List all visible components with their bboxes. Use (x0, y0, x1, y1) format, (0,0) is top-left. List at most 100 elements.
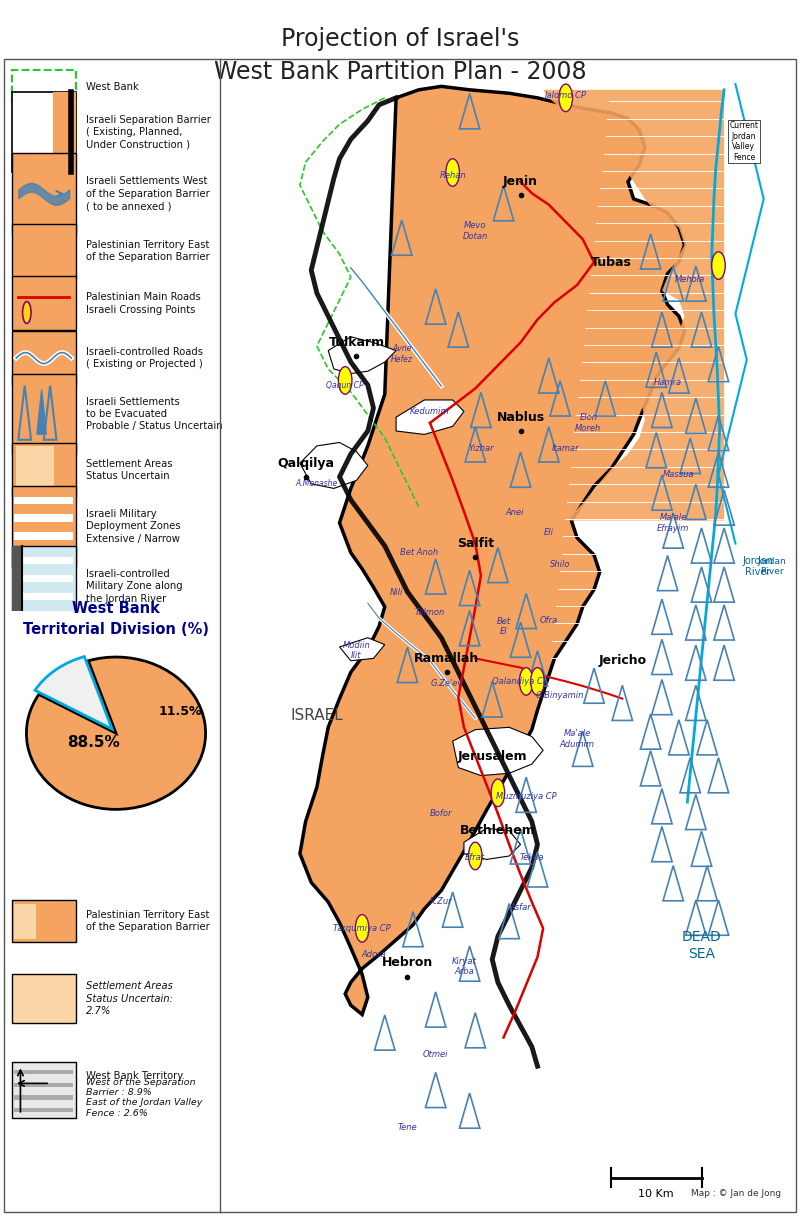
Text: Tubas: Tubas (590, 255, 631, 269)
Bar (54, 92, 75, 172)
Bar (12, 276, 75, 330)
Text: Kedumim: Kedumim (410, 407, 450, 415)
Text: Bet
El: Bet El (497, 617, 510, 635)
Text: West of the Separation
Barrier : 8.9%: West of the Separation Barrier : 8.9% (86, 1078, 196, 1097)
Bar (12, 92, 75, 172)
Text: Jerusalem: Jerusalem (458, 749, 527, 763)
Polygon shape (300, 442, 368, 489)
Text: Nablus: Nablus (497, 411, 545, 424)
Text: Projection of Israel's
West Bank Partition Plan - 2008: Projection of Israel's West Bank Partiti… (214, 27, 586, 84)
Text: Ramallah: Ramallah (414, 651, 480, 665)
Text: Modiin
Ilit: Modiin Ilit (342, 640, 370, 660)
Text: Jericho: Jericho (598, 654, 646, 667)
Circle shape (712, 252, 726, 280)
Bar (14, 1083, 74, 1088)
Text: Current
Jordan
Valley
Fence: Current Jordan Valley Fence (730, 121, 758, 161)
Text: Settlement Areas
Status Uncertain: Settlement Areas Status Uncertain (86, 458, 173, 481)
Text: Israeli-controlled Roads
( Existing or Projected ): Israeli-controlled Roads ( Existing or P… (86, 347, 203, 369)
Text: Palestinian Territory East
of the Separation Barrier: Palestinian Territory East of the Separa… (86, 240, 210, 262)
Text: Salfit: Salfit (457, 536, 494, 550)
Title: West Bank
Territorial Division (%): West Bank Territorial Division (%) (23, 601, 209, 637)
Text: Palestinian Main Roads
Israeli Crossing Points: Palestinian Main Roads Israeli Crossing … (86, 292, 201, 314)
Bar (12, 224, 75, 277)
Text: Bofor: Bofor (430, 809, 453, 818)
Text: Efrat: Efrat (466, 853, 486, 862)
Text: Itamar: Itamar (552, 444, 579, 452)
Text: Asfar: Asfar (510, 903, 531, 912)
Bar (12, 546, 22, 627)
Bar (14, 611, 74, 618)
Text: A.Menashe: A.Menashe (296, 479, 338, 489)
Bar (12, 374, 75, 455)
Wedge shape (35, 656, 112, 730)
Text: Settlement Areas
Status Uncertain:
2.7%: Settlement Areas Status Uncertain: 2.7% (86, 981, 173, 1015)
Circle shape (469, 842, 482, 870)
Circle shape (338, 367, 352, 395)
Bar (14, 514, 74, 522)
Text: Ofra: Ofra (540, 616, 558, 624)
Text: Bet Anoh: Bet Anoh (400, 549, 438, 557)
Polygon shape (453, 727, 543, 776)
Wedge shape (24, 461, 48, 492)
Text: Qalandiya CE: Qalandiya CE (493, 677, 549, 686)
Polygon shape (339, 638, 385, 661)
Bar (12, 70, 75, 103)
Circle shape (491, 780, 505, 807)
Text: Massua: Massua (663, 470, 694, 479)
Circle shape (530, 667, 544, 695)
Bar (14, 533, 74, 540)
Text: Yizhar: Yizhar (468, 444, 494, 452)
Text: Tekua: Tekua (519, 853, 544, 862)
Bar (14, 1107, 74, 1112)
Text: Tene: Tene (398, 1123, 418, 1132)
Bar (16, 446, 54, 494)
Text: DEAD
SEA: DEAD SEA (682, 930, 722, 960)
Text: 11.5%: 11.5% (158, 705, 202, 719)
Wedge shape (26, 657, 206, 809)
Text: West Bank: West Bank (86, 82, 139, 92)
Bar (12, 1062, 75, 1118)
Bar (12, 154, 75, 235)
Text: Anei: Anei (506, 508, 524, 517)
Text: Israeli Military
Deployment Zones
Extensive / Narrow: Israeli Military Deployment Zones Extens… (86, 508, 181, 544)
Text: ISRAEL: ISRAEL (290, 709, 343, 723)
Bar (14, 550, 74, 557)
Text: Otmei: Otmei (423, 1050, 449, 1059)
Text: Jalomo CP: Jalomo CP (545, 92, 586, 100)
Text: Avne
Hefez: Avne Hefez (390, 345, 413, 364)
Polygon shape (396, 400, 464, 435)
Text: Eli: Eli (544, 528, 554, 536)
Text: Ma'ale
Efrayim: Ma'ale Efrayim (657, 513, 690, 533)
Bar (12, 442, 75, 496)
Text: Israeli Separation Barrier
( Existing, Planned,
Under Construction ): Israeli Separation Barrier ( Existing, P… (86, 115, 211, 149)
Text: Mevo
Dotan: Mevo Dotan (462, 221, 488, 241)
Text: Bethlehem: Bethlehem (460, 824, 536, 837)
Text: Muzmuziya CP: Muzmuziya CP (496, 792, 557, 800)
Bar (12, 901, 75, 942)
Text: Map : © Jan de Jong: Map : © Jan de Jong (690, 1189, 781, 1199)
Text: Mehola: Mehola (675, 275, 706, 284)
Circle shape (355, 914, 369, 942)
Polygon shape (37, 390, 46, 434)
Polygon shape (328, 337, 396, 374)
Bar (12, 331, 75, 385)
Text: 10 Km: 10 Km (638, 1189, 674, 1199)
Text: K.Zur: K.Zur (430, 897, 453, 907)
Text: West Bank Territory: West Bank Territory (86, 1070, 183, 1081)
Text: Adora: Adora (361, 951, 386, 959)
Circle shape (446, 159, 459, 186)
Text: Tarqumiya CP: Tarqumiya CP (334, 924, 391, 932)
Bar (14, 557, 74, 563)
Text: Israeli-controlled
Military Zone along
the Jordan River: Israeli-controlled Military Zone along t… (86, 569, 182, 604)
Circle shape (559, 84, 573, 111)
Bar (14, 496, 74, 503)
Text: G.Ze'ev: G.Ze'ev (430, 679, 463, 688)
Text: Kiryat
Arba: Kiryat Arba (451, 957, 476, 976)
Text: Tulkarm: Tulkarm (329, 336, 385, 349)
Bar (12, 485, 75, 567)
Bar (14, 1070, 74, 1074)
Text: Talmon: Talmon (415, 609, 445, 617)
Text: Israeli Settlements
to be Evacuated
Probable / Status Uncertain: Israeli Settlements to be Evacuated Prob… (86, 396, 222, 431)
Text: Qaqun CP: Qaqun CP (326, 380, 364, 390)
Text: Hamra: Hamra (654, 379, 682, 387)
